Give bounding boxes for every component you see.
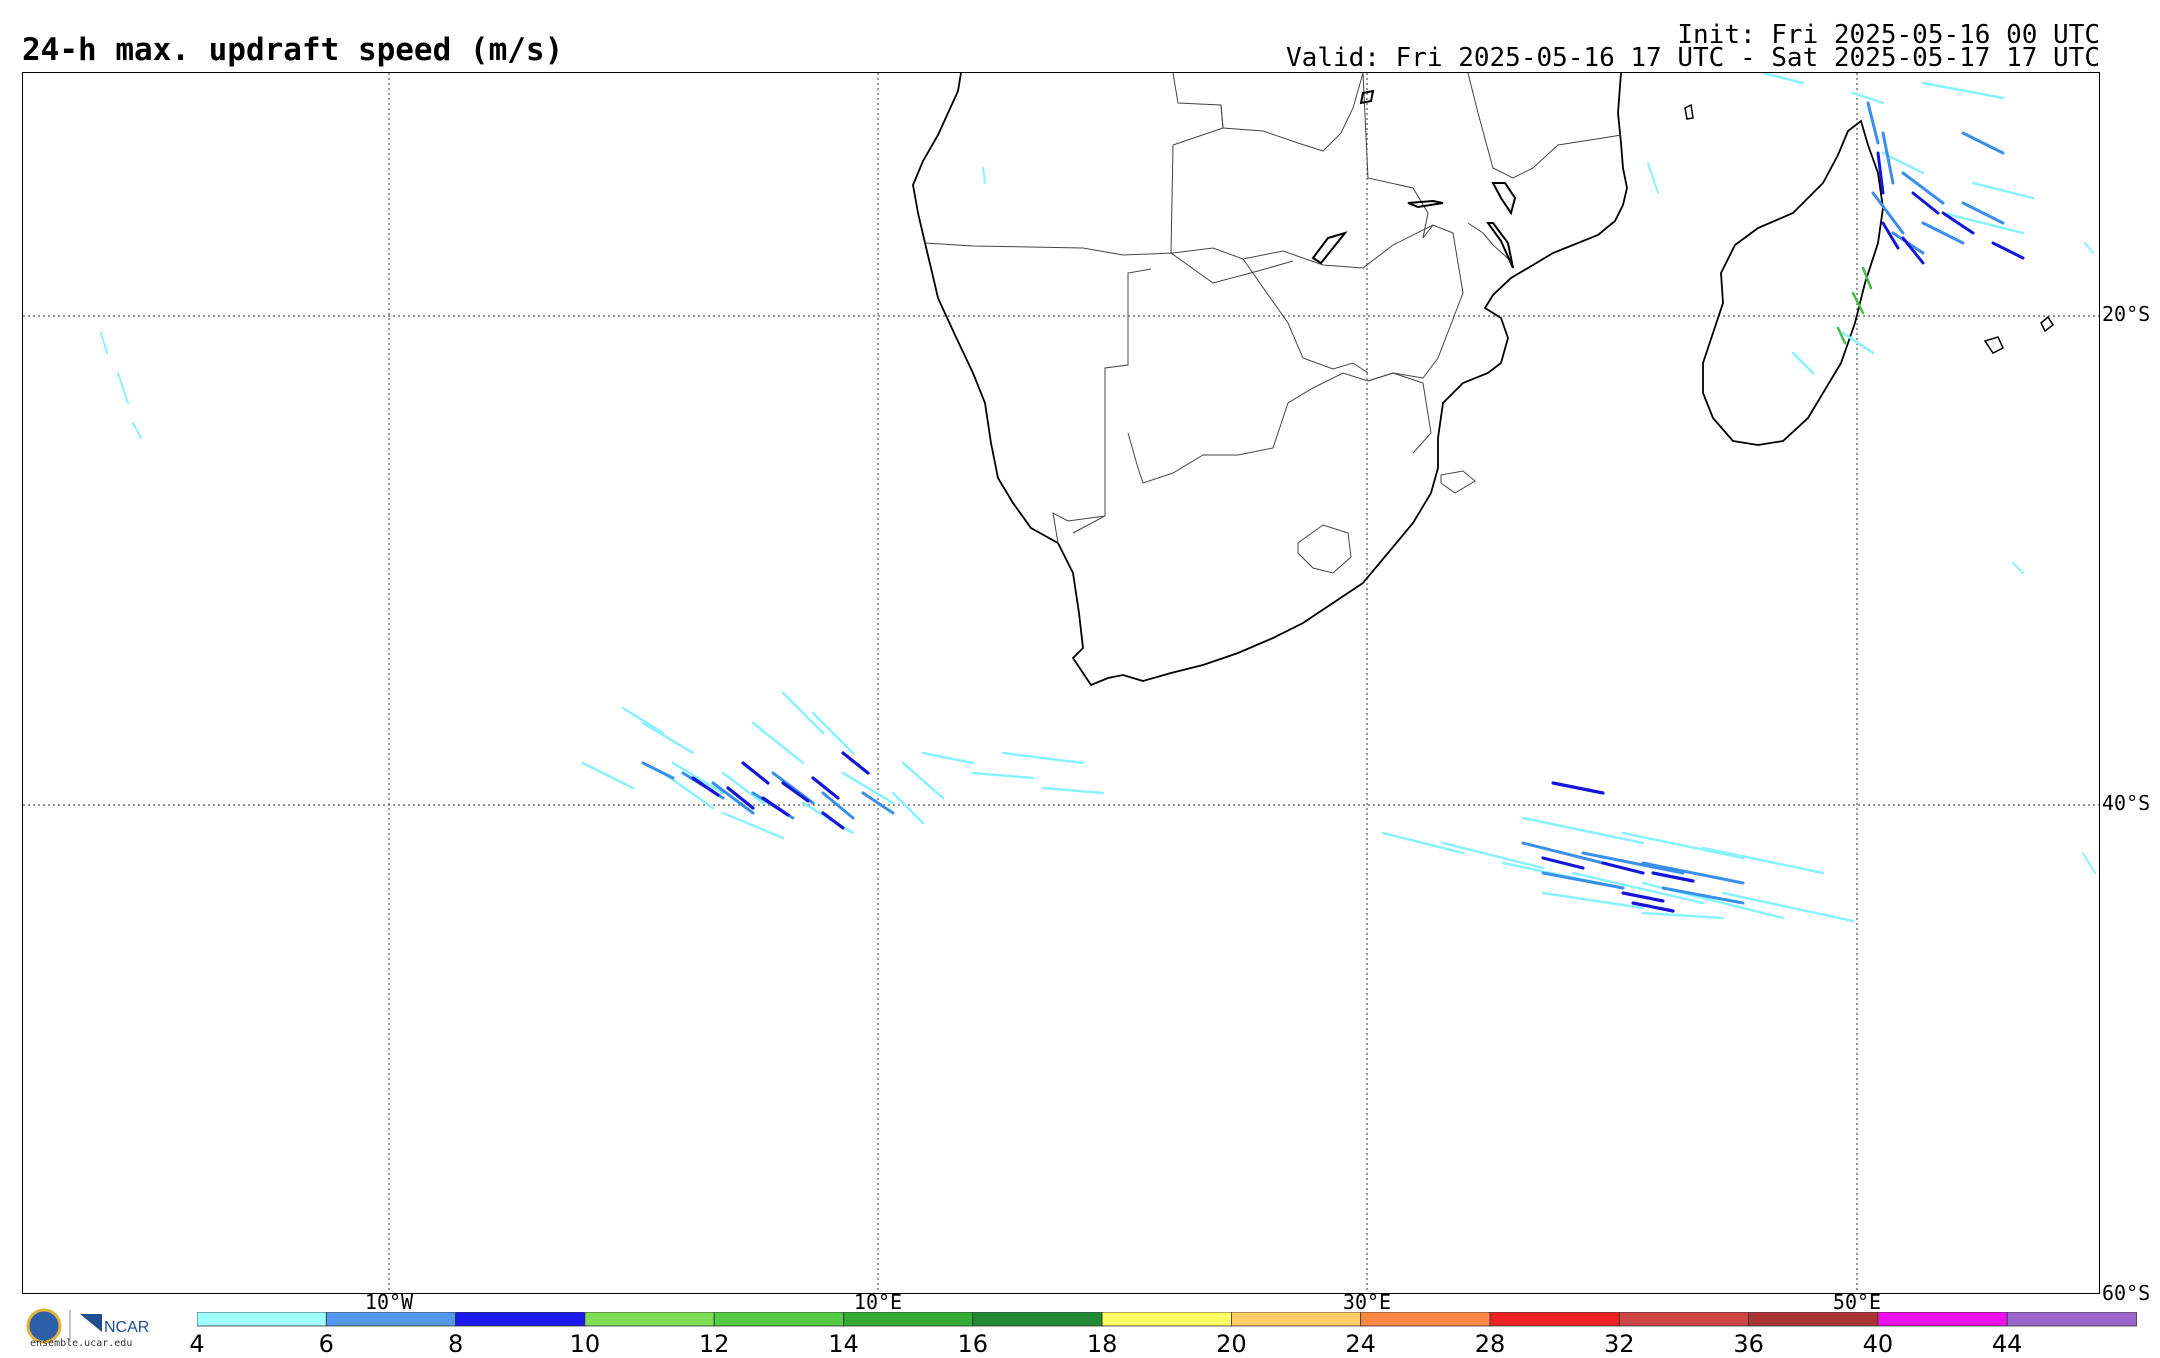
colorbar-tick-label: 28 bbox=[1474, 1330, 1506, 1358]
colorbar-tick-label: 14 bbox=[828, 1330, 859, 1358]
colorbar-tick-label: 4 bbox=[189, 1330, 205, 1358]
colorbar-segment bbox=[455, 1312, 586, 1327]
colorbar-tick-label: 44 bbox=[1991, 1330, 2023, 1358]
colorbar-tick-label: 12 bbox=[698, 1330, 730, 1358]
madagascar-coastline bbox=[1702, 119, 1884, 446]
init-time: Init: Fri 2025-05-16 00 UTC bbox=[1677, 20, 2100, 50]
colorbar-segment bbox=[1748, 1312, 1879, 1327]
logo-url: ensemble.ucar.edu bbox=[30, 1338, 133, 1349]
lon-label-10e: 10°E bbox=[853, 1290, 903, 1314]
lon-label-50e: 50°E bbox=[1832, 1290, 1882, 1314]
colorbar-segment bbox=[1618, 1312, 1750, 1327]
map-panel bbox=[22, 72, 2100, 1294]
map-title: 24-h max. updraft speed (m/s) bbox=[22, 32, 564, 68]
colorbar-segment bbox=[584, 1312, 715, 1327]
map-canvas bbox=[23, 73, 2099, 1293]
updraft-cluster-madagascar bbox=[1761, 73, 2035, 375]
lon-label-30e: 30°E bbox=[1342, 1290, 1392, 1314]
colorbar-segment bbox=[1360, 1312, 1491, 1327]
colorbar-tick-label: 10 bbox=[569, 1330, 601, 1358]
lon-label-10w: 10°W bbox=[364, 1290, 414, 1314]
lat-label-20s: 20°S bbox=[2102, 302, 2151, 326]
colorbar-tick-label: 6 bbox=[318, 1330, 334, 1358]
colorbar-tick-label: 36 bbox=[1733, 1330, 1764, 1358]
colorbar-segment bbox=[325, 1312, 457, 1327]
colorbar bbox=[197, 1312, 2137, 1327]
colorbar-tick-label: 16 bbox=[957, 1330, 989, 1358]
valid-time: Valid: Fri 2025-05-16 17 UTC - Sat 2025-… bbox=[1286, 43, 2100, 73]
gridlines bbox=[23, 73, 2099, 1293]
lat-label-40s: 40°S bbox=[2102, 791, 2151, 815]
colorbar-tick-label: 32 bbox=[1604, 1330, 1635, 1358]
colorbar-segment bbox=[197, 1312, 327, 1327]
islands bbox=[1684, 103, 2055, 354]
updraft-scatter bbox=[100, 162, 2096, 874]
colorbar-segment bbox=[1101, 1312, 1232, 1327]
nsf-seal-icon bbox=[26, 1308, 62, 1344]
colorbar-segment bbox=[713, 1312, 844, 1327]
lat-label-60s: 60°S bbox=[2102, 1281, 2151, 1305]
updraft-cluster-indian bbox=[1381, 781, 1855, 923]
colorbar-tick-label: 18 bbox=[1086, 1330, 1118, 1358]
colorbar-segment bbox=[2006, 1312, 2137, 1327]
africa-coastline bbox=[912, 73, 1628, 687]
colorbar-tick-label: 24 bbox=[1345, 1330, 1376, 1358]
colorbar-segment bbox=[1489, 1312, 1620, 1327]
colorbar-tick-label: 20 bbox=[1216, 1330, 1247, 1358]
colorbar-segment bbox=[1877, 1312, 2008, 1327]
colorbar-segment bbox=[972, 1312, 1103, 1327]
nsf-ncar-logo: NCAR bbox=[26, 1308, 149, 1344]
lakes bbox=[1311, 89, 1517, 269]
updraft-cluster-atlantic bbox=[581, 691, 1105, 840]
colorbar-tick-label: 40 bbox=[1862, 1330, 1894, 1358]
country-borders bbox=[924, 73, 1622, 574]
colorbar-tick-label: 8 bbox=[447, 1330, 464, 1358]
colorbar-segment bbox=[843, 1312, 974, 1327]
colorbar-segment bbox=[1231, 1312, 1362, 1327]
ncar-logo-text: NCAR bbox=[104, 1319, 149, 1336]
ncar-mark-icon bbox=[80, 1314, 102, 1332]
